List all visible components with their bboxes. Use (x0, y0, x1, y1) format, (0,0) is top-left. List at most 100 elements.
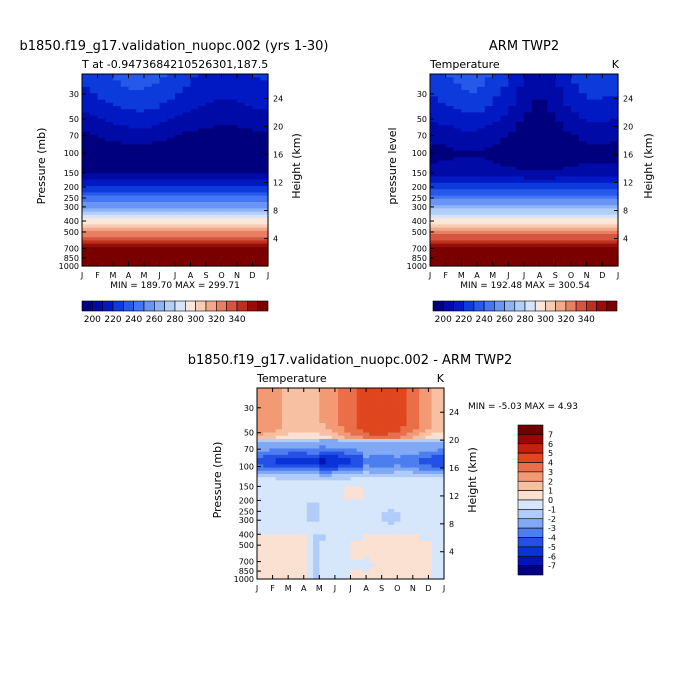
panel-model-contour-cell (136, 173, 145, 177)
panel-obs-contour-cell (492, 240, 502, 245)
panel-obs-contour-cell (578, 230, 588, 235)
panel-diff-contour-cell (362, 521, 370, 526)
panel-diff-contour-cell (306, 493, 314, 497)
panel-diff-contour-cell (387, 499, 395, 504)
panel-diff-contour-cell (263, 524, 271, 529)
panel-model-contour-cell (244, 170, 254, 174)
panel-obs-colorbar-label: 220 (455, 315, 472, 325)
panel-model-contour-cell (252, 205, 261, 209)
panel-model-contour-cell (105, 170, 114, 174)
panel-model-contour-cell (97, 262, 106, 267)
panel-diff-contour-cell (294, 419, 302, 424)
panel-model-contour-cell (221, 74, 230, 78)
panel-diff-contour-cell (412, 543, 420, 548)
panel-obs-contour-cell (469, 147, 478, 152)
panel-obs-contour-cell (610, 189, 619, 193)
panel-model-contour-cell (113, 122, 122, 126)
panel-model-contour-cell (260, 166, 269, 171)
panel-model-contour-cell (136, 246, 145, 251)
panel-model-contour-cell (175, 221, 184, 225)
panel-diff-contour-cell (288, 442, 295, 446)
panel-obs-contour-cell (555, 170, 564, 174)
panel-model-contour-cell (105, 112, 114, 117)
panel-model-contour-cell (206, 230, 215, 235)
panel-model-contour-cell (237, 237, 246, 241)
panel-diff-contour-cell (394, 493, 401, 497)
panel-diff-contour-cell (319, 461, 327, 465)
panel-obs-contour-cell (563, 262, 572, 267)
panel-model-contour-cell (182, 208, 192, 213)
panel-obs-contour-cell (500, 83, 509, 88)
panel-obs-contour-cell (531, 138, 541, 142)
panel-model-contour-cell (244, 205, 254, 209)
panel-model-contour-cell (213, 154, 223, 158)
panel-diff-contour-cell (275, 515, 283, 520)
panel-diff-contour-cell (275, 410, 283, 415)
panel-model-contour-cell (128, 86, 137, 91)
panel-diff-contour-cell (419, 407, 426, 411)
panel-diff-contour-cell (275, 493, 283, 497)
panel-obs-contour-cell (563, 237, 572, 241)
panel-obs-contour-cell (594, 221, 603, 225)
panel-diff-contour-cell (331, 448, 339, 453)
panel-obs-contour-cell (563, 80, 572, 85)
panel-obs-colorbar: 200 220 240 260 280 300 320 340 (432, 300, 618, 325)
panel-diff-contour-cell (275, 432, 283, 437)
panel-model-contour-cell (237, 115, 246, 120)
panel-diff-contour-cell (338, 493, 345, 497)
panel-diff-contour-cell (319, 391, 327, 395)
panel-diff-contour-cell (431, 423, 439, 427)
panel-diff-contour-cell (362, 528, 370, 532)
panel-diff-contour-cell (338, 508, 345, 513)
panel-model-contour-cell (252, 118, 261, 123)
panel-model-contour-cell (237, 83, 246, 88)
panel-obs-contour-cell (547, 166, 556, 171)
panel-model-contour-cell (206, 131, 215, 136)
panel-model-contour-cell (120, 246, 130, 251)
panel-obs-contour-cell (484, 96, 494, 101)
panel-model-contour-cell (128, 170, 137, 174)
panel-model-contour-cell (89, 115, 99, 120)
panel-diff-contour-cell (281, 531, 289, 536)
panel-obs-contour-cell (524, 224, 533, 229)
panel-model-contour-cell (89, 93, 99, 97)
panel-diff-contour-cell (387, 388, 395, 392)
panel-diff-contour-cell (325, 403, 333, 408)
panel-model-contour-cell (229, 163, 238, 168)
panel-obs-contour-cell (508, 211, 517, 216)
panel-model-contour-cell (221, 122, 230, 126)
panel-diff-xtick-label: F (270, 584, 275, 593)
panel-obs-contour-cell (531, 189, 541, 193)
panel-model-contour-cell (105, 128, 114, 133)
panel-obs-contour-cell (461, 211, 470, 216)
panel-diff-contour-cell (331, 397, 339, 402)
panel-obs-contour-cell (484, 154, 494, 158)
panel-diff-contour-cell (313, 419, 320, 424)
panel-obs-contour-cell (555, 214, 564, 219)
panel-diff-contour-cell (325, 477, 333, 481)
panel-obs-contour-cell (461, 86, 470, 91)
panel-diff-contour-cell (263, 572, 271, 577)
panel-model-contour-cell (252, 150, 261, 155)
panel-obs-contour-cell (484, 86, 494, 91)
panel-diff-contour-cell (257, 419, 264, 424)
panel-obs-contour-cell (469, 246, 478, 251)
panel-obs-contour-cell (508, 109, 517, 113)
panel-model-contour-cell (182, 163, 192, 168)
panel-model-contour-cell (82, 230, 91, 235)
panel-obs-contour-cell (547, 99, 556, 104)
panel-obs-contour-cell (500, 230, 509, 235)
panel-model-contour-cell (97, 192, 106, 197)
panel-model-ytick-right-label: 20 (273, 122, 283, 131)
panel-diff-contour-cell (344, 572, 352, 577)
panel-obs-contour-cell (469, 218, 478, 222)
panel-obs-contour-cell (516, 230, 525, 235)
panel-diff-contour-cell (362, 407, 370, 411)
panel-obs-contour-cell (555, 253, 564, 257)
panel-model-contour-cell (229, 118, 238, 123)
panel-model-contour-cell (97, 115, 106, 120)
panel-model-contour-cell (144, 86, 153, 91)
panel-diff-contour-cell (412, 442, 420, 446)
panel-diff-contour-cell (338, 461, 345, 465)
panel-obs-contour-cell (571, 170, 580, 174)
